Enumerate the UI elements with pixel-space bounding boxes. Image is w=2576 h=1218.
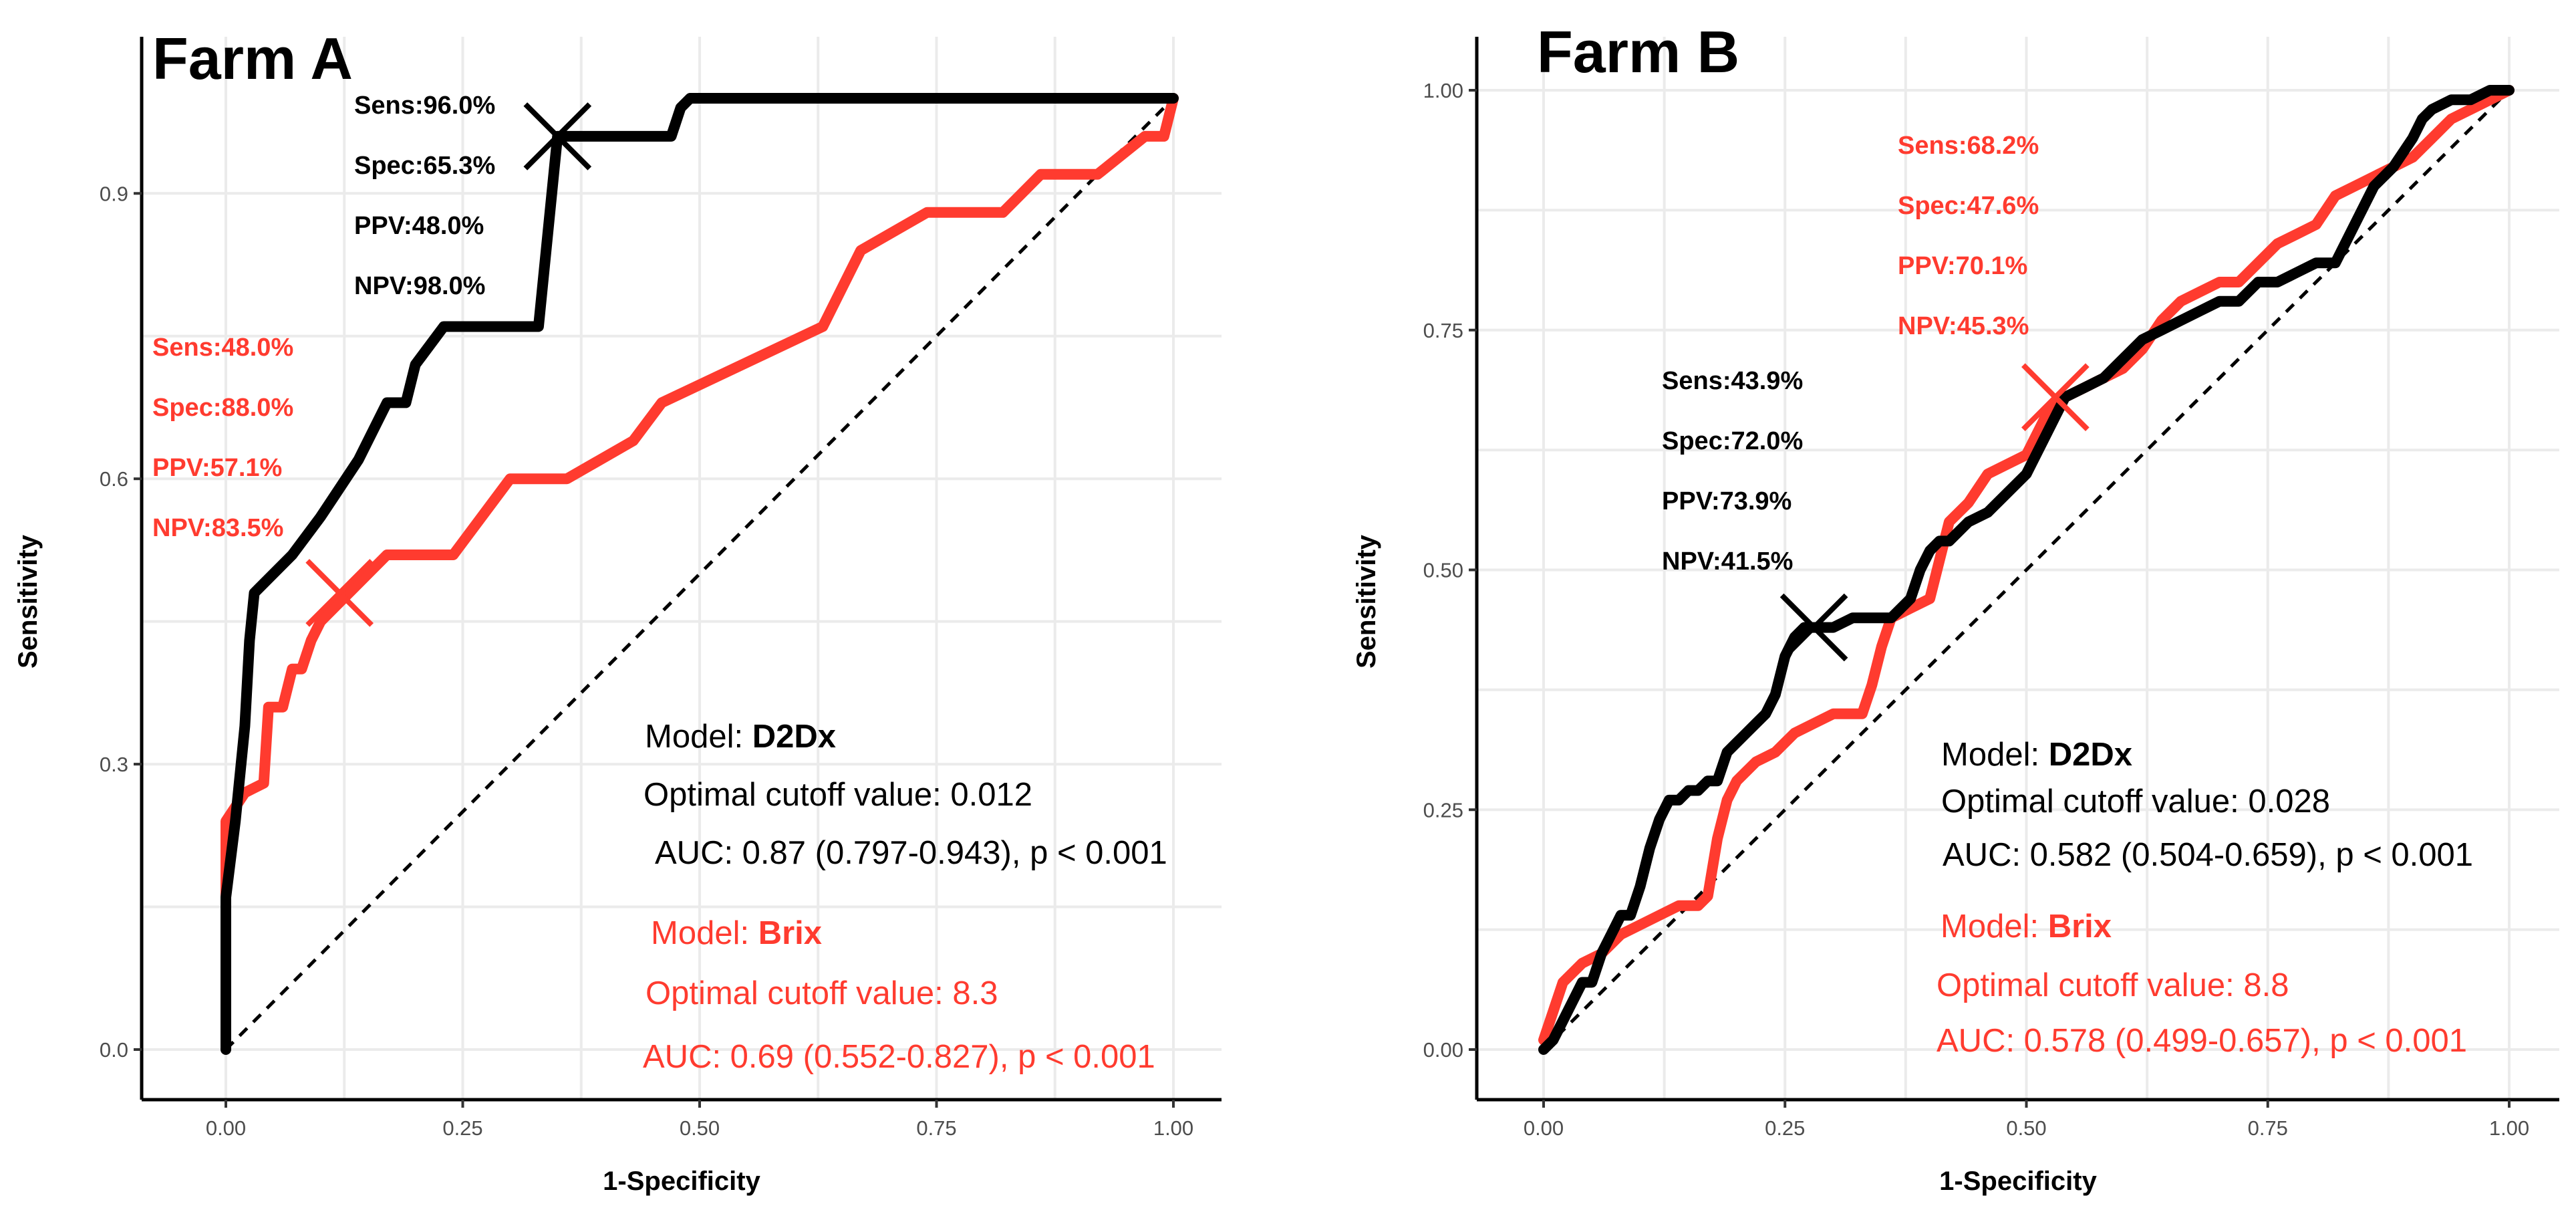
- optimal-cutoff-marker-d2dx: [523, 102, 592, 170]
- brix-stat-label: PPV:70.1%: [1898, 252, 2027, 280]
- y-tick-label: 0.75: [1423, 319, 1463, 342]
- reference-diagonal: [1542, 89, 2511, 1051]
- x-tick-label: 0.25: [442, 1116, 482, 1140]
- x-tick-label: 0.50: [2006, 1116, 2046, 1140]
- optimal-cutoff-marker-brix: [2021, 363, 2090, 432]
- y-tick-label: 1.00: [1423, 79, 1463, 102]
- y-axis-title: Sensitivity: [1352, 534, 1381, 668]
- d2dx-stat-label: Spec:72.0%: [1662, 427, 1803, 455]
- d2dx-stat-label: Spec:65.3%: [354, 152, 495, 180]
- roc-curve-brix: [221, 93, 1179, 903]
- optimal-cutoff-marker-brix: [305, 559, 374, 627]
- x-tick-label: 0.50: [680, 1116, 720, 1140]
- d2dx-stat-label: Sens:43.9%: [1662, 367, 1803, 395]
- optimal-cutoff-value: Optimal cutoff value: 8.8: [1937, 967, 2289, 1003]
- model-prefix: Model:: [645, 719, 752, 755]
- brix-stat-label: Spec:47.6%: [1898, 192, 2039, 220]
- d2dx-stat-label: NPV:41.5%: [1662, 547, 1793, 576]
- optimal-cutoff-value: Optimal cutoff value: 0.012: [643, 777, 1032, 813]
- y-tick-label: 0.3: [100, 753, 128, 776]
- optimal-cutoff-value: Optimal cutoff value: 8.3: [646, 975, 998, 1011]
- model-name: D2Dx: [752, 719, 836, 755]
- brix-stat-label: Spec:88.0%: [152, 394, 293, 422]
- x-tick-label: 0.75: [2248, 1116, 2288, 1140]
- marker-stroke: [1779, 593, 1848, 662]
- x-tick-label: 1.00: [1153, 1116, 1193, 1140]
- panel-title: Farm B: [1537, 19, 1739, 85]
- y-tick-label: 0.25: [1423, 798, 1463, 822]
- brix-model-title: Model: Brix: [1941, 908, 2112, 945]
- auc-value: AUC: 0.87 (0.797-0.943), p < 0.001: [655, 835, 1167, 871]
- optimal-cutoff-marker-d2dx: [1779, 593, 1848, 662]
- d2dx-stat-label: PPV:73.9%: [1662, 487, 1792, 515]
- y-tick-label: 0.00: [1423, 1038, 1463, 1062]
- marker-stroke: [523, 102, 592, 170]
- y-tick-label: 0.6: [100, 467, 128, 491]
- model-name: Brix: [2048, 908, 2112, 945]
- marker-stroke: [2021, 363, 2090, 432]
- brix-model-title: Model: Brix: [651, 915, 822, 951]
- x-tick-label: 0.00: [206, 1116, 246, 1140]
- brix-stat-label: Sens:48.0%: [152, 334, 293, 362]
- d2dx-stat-label: Sens:96.0%: [354, 92, 495, 120]
- x-tick-label: 0.75: [916, 1116, 956, 1140]
- brix-stat-label: PPV:57.1%: [152, 454, 282, 482]
- model-prefix: Model:: [651, 915, 758, 951]
- brix-stat-label: NPV:45.3%: [1898, 312, 2029, 340]
- x-tick-label: 1.00: [2489, 1116, 2529, 1140]
- model-name: D2Dx: [2049, 737, 2132, 773]
- panel-farm-a: 0.00 0.25 0.50 0.75 1.00 0.0 0.3 0.6 0.9 1-Specif…: [13, 25, 1222, 1196]
- model-prefix: Model:: [1941, 908, 2048, 945]
- d2dx-model-title: Model: D2Dx: [1941, 737, 2132, 773]
- x-axis-title: 1-Specificity: [1939, 1167, 2097, 1196]
- panel-title: Farm A: [152, 25, 353, 92]
- model-prefix: Model:: [1941, 737, 2049, 773]
- x-axis-title: 1-Specificity: [603, 1167, 760, 1196]
- auc-value: AUC: 0.578 (0.499-0.657), p < 0.001: [1937, 1023, 2467, 1059]
- roc-curve-brix: [1538, 85, 2515, 1046]
- d2dx-model-title: Model: D2Dx: [645, 719, 836, 755]
- d2dx-stat-label: PPV:48.0%: [354, 212, 484, 240]
- optimal-cutoff-value: Optimal cutoff value: 0.028: [1941, 783, 2330, 820]
- roc-curve-d2dx: [1538, 85, 2515, 1055]
- reference-diagonal: [225, 97, 1175, 1051]
- brix-stat-label: NPV:83.5%: [152, 514, 283, 542]
- d2dx-stat-label: NPV:98.0%: [354, 272, 485, 300]
- y-axis-title: Sensitivity: [13, 534, 43, 668]
- auc-value: AUC: 0.69 (0.552-0.827), p < 0.001: [643, 1039, 1155, 1075]
- y-tick-label: 0.9: [100, 182, 128, 205]
- model-name: Brix: [758, 915, 822, 951]
- panel-farm-b: 0.00 0.25 0.50 0.75 1.00 0.00 0.25 0.50 0.75 1.00…: [1352, 19, 2559, 1196]
- x-tick-label: 0.00: [1524, 1116, 1564, 1140]
- auc-value: AUC: 0.582 (0.504-0.659), p < 0.001: [1943, 837, 2473, 873]
- y-tick-label: 0.50: [1423, 559, 1463, 582]
- roc-curve-d2dx: [221, 93, 1179, 1055]
- marker-stroke: [305, 559, 374, 627]
- x-tick-label: 0.25: [1765, 1116, 1805, 1140]
- brix-stat-label: Sens:68.2%: [1898, 132, 2039, 160]
- y-tick-label: 0.0: [100, 1038, 128, 1062]
